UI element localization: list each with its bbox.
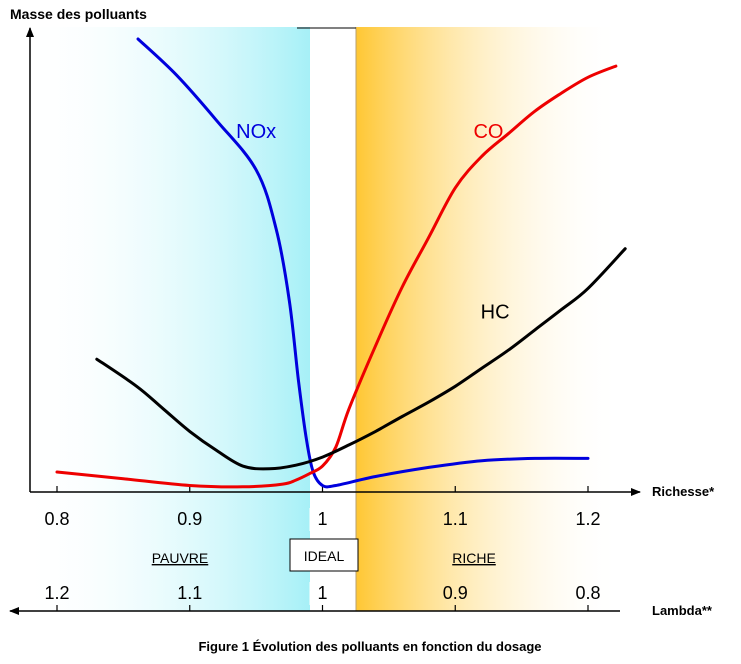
richesse-tick-label-bg [309, 508, 336, 531]
y-axis-title: Masse des polluants [10, 6, 147, 22]
lambda-tick-label: 1.1 [177, 583, 202, 603]
co-series-label: CO [473, 121, 503, 143]
hc-series-label: HC [481, 302, 510, 324]
lambda-tick-label-bg [309, 582, 336, 605]
x-axis-title: Richesse* [652, 484, 715, 499]
co-curve [55, 64, 618, 489]
lambda-axis-title: Lambda** [652, 603, 713, 618]
lean-zone [20, 27, 310, 611]
richesse-tick-label: 1 [317, 509, 327, 529]
lambda-tick-label: 1 [317, 583, 327, 603]
richesse-tick-label: 1.2 [575, 509, 600, 529]
figure-caption: Figure 1 Évolution des polluants en fonc… [198, 639, 541, 654]
richesse-tick-label: 0.8 [44, 509, 69, 529]
hc-curve [95, 247, 627, 471]
lambda-tick-label: 0.8 [575, 583, 600, 603]
nox-curve [136, 37, 590, 489]
lambda-tick-label: 1.2 [44, 583, 69, 603]
zone-label-ideal: IDEAL [304, 548, 345, 564]
richesse-tick-label: 0.9 [177, 509, 202, 529]
nox-series-label: NOx [236, 121, 276, 143]
richesse-tick-label: 1.1 [443, 509, 468, 529]
zone-label-riche: RICHE [452, 550, 496, 566]
ideal-box [289, 538, 359, 572]
zone-label-pauvre: PAUVRE [152, 550, 209, 566]
rich-zone [356, 27, 621, 611]
lambda-tick-label: 0.9 [443, 583, 468, 603]
